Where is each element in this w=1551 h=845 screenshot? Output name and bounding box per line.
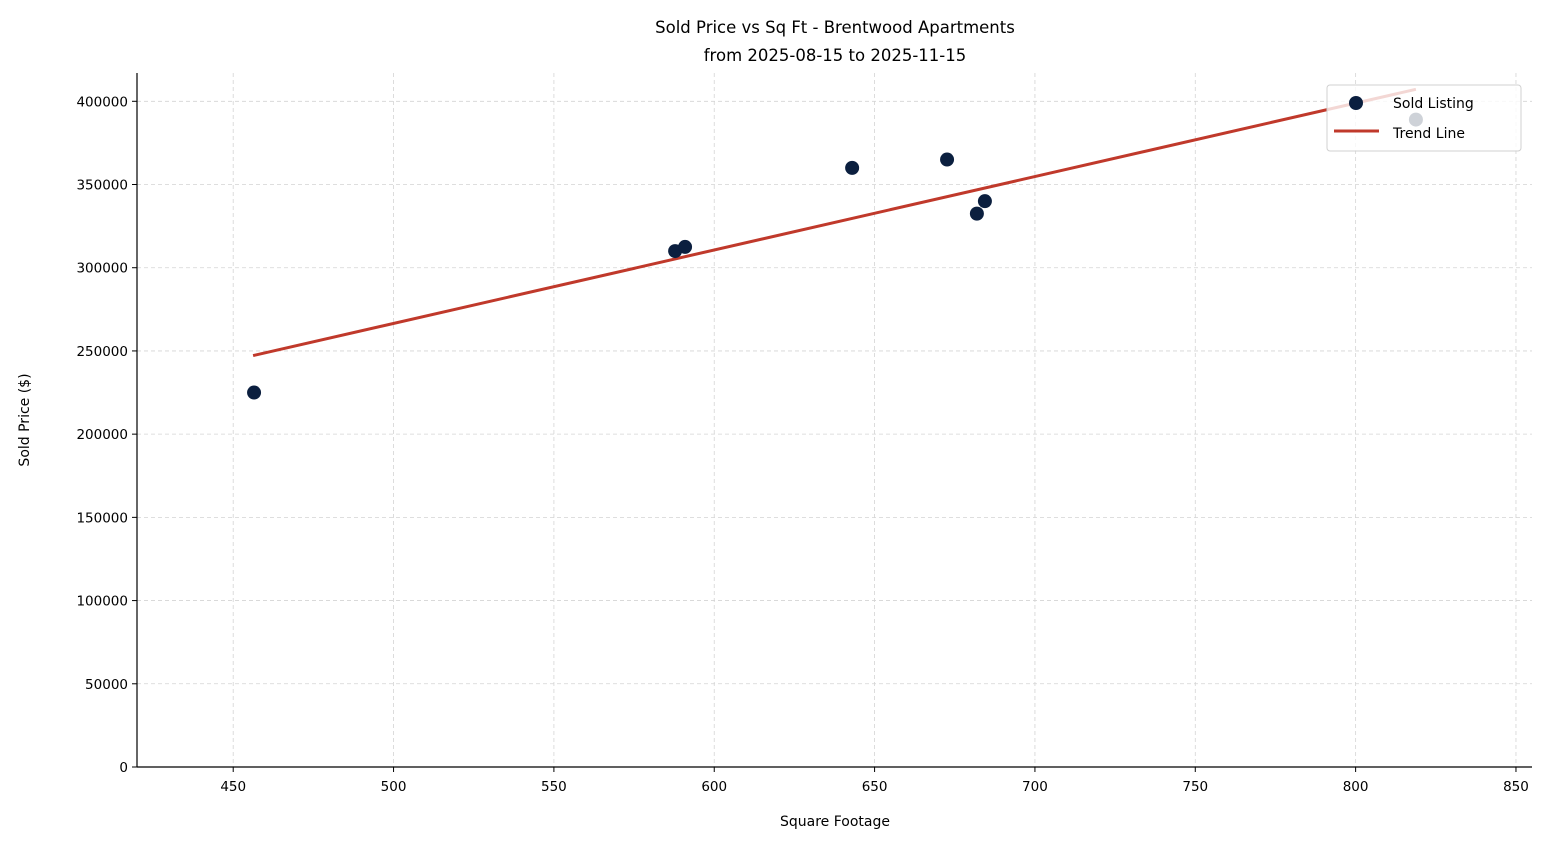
x-tick-label: 700 [1022,779,1048,795]
x-ticks: 450 500 550 600 650 700 750 800 850 [220,767,1529,795]
y-tick-label: 200000 [76,427,128,443]
trend-line-group [252,87,1417,358]
y-tick-label: 250000 [76,344,128,360]
scatter-points [247,112,1423,400]
y-tick-label: 0 [119,760,128,776]
data-point [940,152,955,167]
legend-box [1326,84,1522,152]
trend-line [252,87,1417,358]
legend: Sold Listing Trend Line [1326,84,1522,152]
x-axis-label: Square Footage [780,814,890,830]
chart-title: Sold Price vs Sq Ft - Brentwood Apartmen… [655,18,1015,37]
y-tick-label: 350000 [76,178,128,194]
x-tick-label: 550 [541,779,567,795]
x-tick-label: 800 [1343,779,1369,795]
y-tick-label: 150000 [76,510,128,526]
y-axis-label: Sold Price ($) [17,373,33,466]
y-tick-label: 50000 [85,677,128,693]
y-tick-label: 100000 [76,594,128,610]
legend-marker-sold-listing [1349,96,1363,110]
x-tick-label: 650 [862,779,888,795]
data-point [977,194,992,209]
y-tick-label: 300000 [76,261,128,277]
y-tick-label: 400000 [76,94,128,110]
grid [137,73,1532,768]
chart-subtitle: from 2025-08-15 to 2025-11-15 [704,46,966,65]
x-tick-label: 450 [220,779,246,795]
legend-label-sold-listing: Sold Listing [1393,96,1474,112]
data-point [845,160,860,175]
data-point [678,239,693,254]
x-tick-label: 750 [1182,779,1208,795]
x-tick-label: 850 [1503,779,1529,795]
legend-label-trend-line: Trend Line [1392,126,1465,142]
data-point [247,385,262,400]
x-tick-label: 500 [381,779,407,795]
x-tick-label: 600 [701,779,727,795]
y-ticks: 0 50000 100000 150000 200000 250000 300000 3500… [76,94,137,776]
data-point [969,206,984,221]
